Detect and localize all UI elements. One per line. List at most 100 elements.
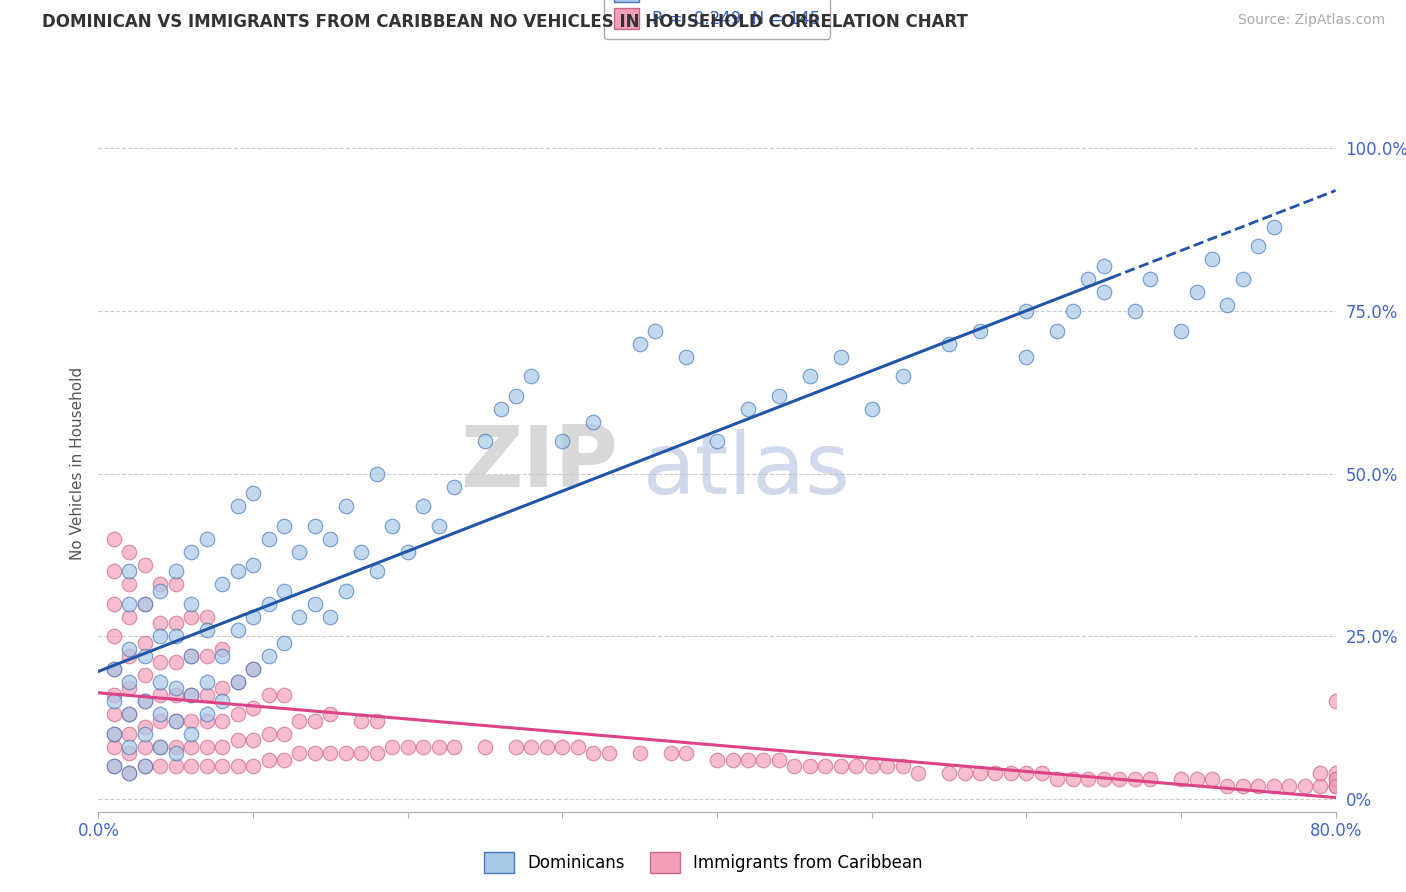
Point	[1278, 779, 1301, 793]
Point	[165, 759, 187, 773]
Point	[242, 486, 264, 500]
Point	[118, 681, 141, 695]
Point	[180, 609, 202, 624]
Point	[907, 765, 929, 780]
Point	[1046, 324, 1069, 338]
Point	[103, 739, 125, 754]
Point	[474, 434, 496, 448]
Point	[180, 597, 202, 611]
Point	[366, 714, 388, 728]
Point	[799, 369, 821, 384]
Point	[304, 597, 326, 611]
Point	[598, 746, 620, 760]
Point	[814, 759, 837, 773]
Point	[845, 759, 868, 773]
Point	[211, 648, 233, 663]
Point	[180, 648, 202, 663]
Point	[103, 759, 125, 773]
Point	[195, 759, 218, 773]
Y-axis label: No Vehicles in Household: No Vehicles in Household	[69, 368, 84, 560]
Point	[149, 739, 172, 754]
Point	[242, 759, 264, 773]
Point	[103, 688, 125, 702]
Point	[195, 688, 218, 702]
Point	[876, 759, 898, 773]
Point	[969, 765, 991, 780]
Point	[953, 765, 976, 780]
Point	[1324, 765, 1347, 780]
Point	[1201, 772, 1223, 787]
Point	[118, 642, 141, 657]
Point	[257, 597, 280, 611]
Point	[319, 746, 342, 760]
Point	[118, 765, 141, 780]
Point	[1263, 219, 1285, 234]
Point	[165, 714, 187, 728]
Point	[257, 532, 280, 546]
Point	[366, 467, 388, 481]
Point	[1216, 297, 1239, 311]
Point	[288, 714, 311, 728]
Point	[149, 655, 172, 669]
Point	[242, 700, 264, 714]
Point	[381, 518, 404, 533]
Point	[134, 648, 156, 663]
Point	[520, 369, 543, 384]
Point	[149, 674, 172, 689]
Point	[118, 727, 141, 741]
Point	[304, 746, 326, 760]
Point	[180, 727, 202, 741]
Point	[335, 499, 357, 513]
Point	[768, 388, 790, 402]
Point	[134, 759, 156, 773]
Point	[165, 688, 187, 702]
Point	[659, 746, 682, 760]
Point	[891, 369, 914, 384]
Point	[938, 336, 960, 351]
Point	[474, 739, 496, 754]
Point	[180, 759, 202, 773]
Point	[195, 714, 218, 728]
Point	[381, 739, 404, 754]
Point	[675, 350, 697, 364]
Point	[1139, 271, 1161, 285]
Point	[1247, 239, 1270, 253]
Point	[628, 336, 651, 351]
Point	[273, 753, 295, 767]
Point	[1062, 304, 1084, 318]
Point	[195, 532, 218, 546]
Point	[226, 564, 249, 578]
Point	[1263, 779, 1285, 793]
Point	[505, 388, 527, 402]
Point	[551, 434, 574, 448]
Point	[134, 635, 156, 649]
Point	[180, 648, 202, 663]
Point	[211, 642, 233, 657]
Legend: R =  0.445  N = 102, R = -0.249  N = 145: R = 0.445 N = 102, R = -0.249 N = 145	[603, 0, 831, 38]
Point	[860, 401, 883, 416]
Point	[350, 544, 373, 558]
Point	[304, 714, 326, 728]
Point	[567, 739, 589, 754]
Point	[706, 434, 728, 448]
Point	[257, 688, 280, 702]
Point	[103, 694, 125, 708]
Point	[134, 597, 156, 611]
Point	[149, 616, 172, 631]
Point	[118, 746, 141, 760]
Point	[969, 324, 991, 338]
Point	[134, 720, 156, 734]
Point	[1139, 772, 1161, 787]
Point	[118, 707, 141, 722]
Point	[165, 739, 187, 754]
Point	[1031, 765, 1053, 780]
Point	[1123, 304, 1146, 318]
Point	[1015, 350, 1038, 364]
Point	[149, 583, 172, 598]
Point	[1324, 779, 1347, 793]
Point	[1216, 779, 1239, 793]
Point	[288, 746, 311, 760]
Point	[1309, 779, 1331, 793]
Point	[180, 544, 202, 558]
Point	[396, 544, 419, 558]
